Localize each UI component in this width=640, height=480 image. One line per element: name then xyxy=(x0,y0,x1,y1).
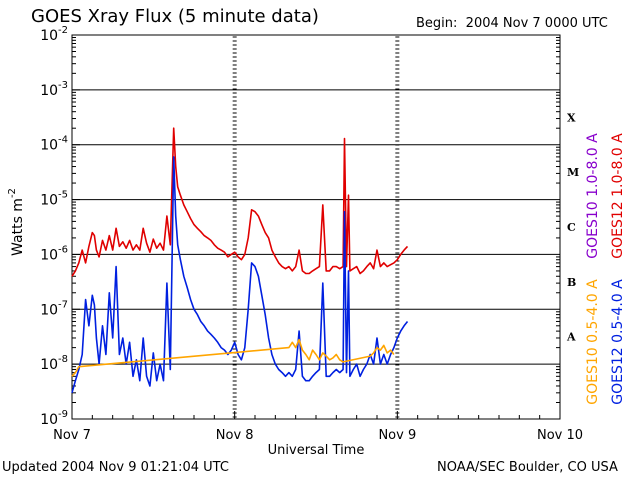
legend-entry: GOES12 0.5-4.0 A xyxy=(610,279,626,405)
begin-value: 2004 Nov 7 0000 UTC xyxy=(465,16,608,31)
legend-entry: GOES10 0.5-4.0 A xyxy=(585,279,601,405)
legend-entry: GOES10 1.0-8.0 A xyxy=(585,133,601,259)
page-title: GOES Xray Flux (5 minute data) xyxy=(31,6,319,27)
flare-class-label: C xyxy=(567,221,576,234)
legend-entry: GOES12 1.0-8.0 A xyxy=(610,133,626,259)
begin-time: Begin: 2004 Nov 7 0000 UTC xyxy=(416,16,608,31)
y-tick-label: 10-5 xyxy=(40,190,68,209)
y-tick-label: 10-8 xyxy=(40,354,68,373)
flare-class-label: B xyxy=(567,276,576,289)
x-tick-label: Nov 9 xyxy=(378,428,416,443)
series-line xyxy=(71,127,409,277)
flare-class-label: M xyxy=(567,166,579,179)
updated-time: Updated 2004 Nov 9 01:21:04 UTC xyxy=(2,460,229,475)
updated-value: 2004 Nov 9 01:21:04 UTC xyxy=(61,460,229,475)
y-tick-label: 10-4 xyxy=(40,135,68,154)
credit-text: NOAA/SEC Boulder, CO USA xyxy=(437,460,618,475)
series-line xyxy=(71,338,395,377)
x-axis-label: Universal Time xyxy=(268,443,365,458)
y-axis-label: Watts m-2 xyxy=(7,188,26,256)
y-tick-label: 10-7 xyxy=(40,299,68,318)
y-tick-label: 10-3 xyxy=(40,80,68,99)
series-line xyxy=(71,156,409,394)
updated-label: Updated xyxy=(2,460,58,475)
y-tick-label: 10-6 xyxy=(40,244,68,263)
x-tick-label: Nov 8 xyxy=(216,428,254,443)
y-tick-label: 10-2 xyxy=(40,25,68,44)
flare-class-label: X xyxy=(567,111,576,124)
x-tick-label: Nov 7 xyxy=(53,428,91,443)
y-tick-label: 10-9 xyxy=(40,409,68,428)
x-tick-label: Nov 10 xyxy=(537,428,583,443)
flare-class-label: A xyxy=(566,331,576,344)
begin-label: Begin: xyxy=(416,16,458,31)
